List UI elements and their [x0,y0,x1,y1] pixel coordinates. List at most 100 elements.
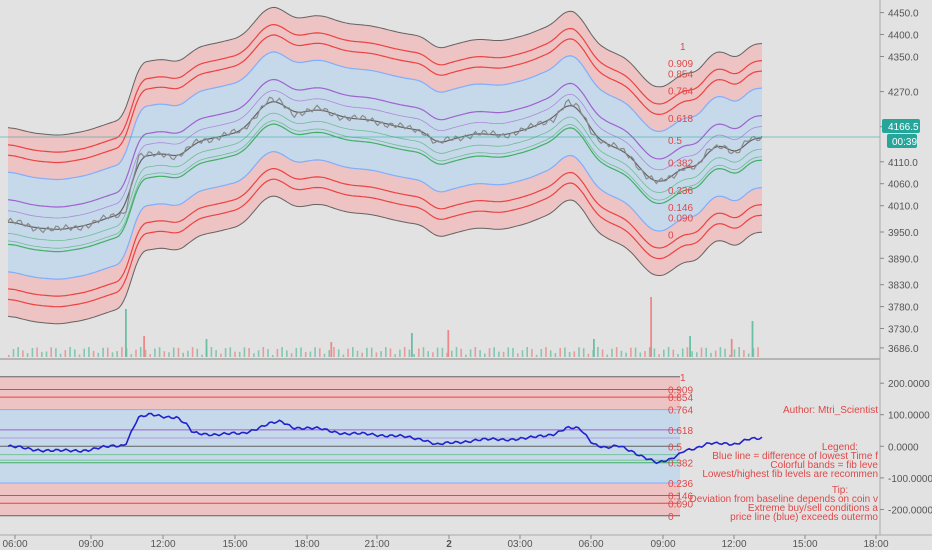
osc-fib-label-0.236: 0.236 [668,479,693,490]
band-lower-red [8,151,762,324]
volume-bar-bg [639,352,642,357]
volume-bar-bg [686,347,689,357]
volume-bar-bg [672,349,675,357]
volume-bar-bg [512,348,514,357]
last-price-tag-bg [882,119,920,133]
volume-bar [447,330,450,357]
volume-bar-bg [88,347,90,357]
fib-subline-1 [7,112,763,242]
volume-bar-bg [714,350,717,357]
volume-bar-bg [74,349,76,357]
fib-line-0.090 [7,178,763,308]
volume-bar-bg [191,347,194,357]
volume-bar-bg [300,347,302,357]
volume-bar-bg [333,347,335,357]
volume-bar-bg [328,350,330,357]
fib-subline-0 [7,89,763,219]
osc-fib-label-0.854: 0.854 [668,393,693,404]
indicator-note: Lowest/highest fib levels are recommen [702,469,878,480]
fib-line-0.382 [7,123,763,253]
volume-bar [751,321,754,357]
volume-bar-bg [441,347,444,357]
volume-bar-bg [309,351,312,357]
volume-bar-bg [342,354,345,357]
osc-fib-label-0.909: 0.909 [668,386,693,397]
volume-bar-bg [22,350,24,357]
volume-bar-bg [238,351,241,357]
fib-label-0.146: 0.146 [668,203,693,214]
volume-bar-bg [432,352,434,357]
osc-fib-label-0.382: 0.382 [668,459,693,470]
volume-bar-bg [719,347,722,357]
fib-line-0.236 [7,150,763,280]
volume-bar-bg [50,347,52,357]
price-axis-label: 3890.0 [888,254,919,265]
osc-fib-label-0.146: 0.146 [668,492,693,503]
volume-bar-bg [356,350,359,357]
price-axis-label: 3830.0 [888,281,919,292]
volume-bar [125,309,127,357]
oscillator-axis[interactable]: 200.0000 100.0000 0.0000 -100.0000 -200.0000 [880,379,932,517]
volume-bar-bg [130,354,133,357]
volume-bar-bg [135,349,137,357]
volume-bar-bg [564,347,566,357]
osc-fib-label-0.5: 0.5 [668,442,682,453]
volume-bar-bg [375,352,378,357]
volume-bar-bg [234,351,236,357]
fib-label-0.090: 0.090 [668,214,693,225]
fib-label-1: 1 [680,42,686,53]
time-axis-label: 18:00 [294,539,319,550]
volume-bar-bg [210,347,213,357]
volume-bar-bg [578,347,580,357]
fib-label-0.618: 0.618 [668,114,693,125]
volume-bar-bg [559,348,561,357]
volume-bar-bg [243,347,246,357]
volume-bar-bg [554,353,557,357]
volume-bar-bg [573,351,576,357]
fib-label-0.382: 0.382 [668,158,693,169]
price-axis[interactable]: 4450.04400.04350.04270.04190.04110.04060… [880,9,919,355]
volume-bar-bg [229,347,232,357]
volume-bar-bg [540,349,543,357]
fib-label-0.909: 0.909 [668,59,693,70]
volume-bar-bg [31,348,34,357]
indicator-note: price line (blue) exceeds outermo [730,512,878,523]
volume-bar-bg [111,352,114,357]
time-axis-label: 06:00 [2,539,27,550]
time-axis[interactable]: 06:00 09:00 12:00 15:00 18:00 21:00 2 03:00 06:0… [2,535,889,550]
volume-bar-bg [380,351,382,357]
last-price-value: 4166.5 [888,122,919,133]
volume-bar-bg [658,354,660,357]
volume-bar-bg [615,347,618,357]
volume-bar-bg [163,351,166,357]
osc-axis-label: 100.0000 [888,411,930,422]
osc-fib-label-0.764: 0.764 [668,406,693,417]
volume-bar-bg [611,348,613,357]
volume-bar-bg [149,354,151,357]
volume-bar-bg [187,350,189,357]
indicator-note: Deviation from baseline depends on coin … [690,494,878,505]
volume-bar-bg [366,347,368,357]
volume-bar-bg [517,353,519,357]
volume-bar-bg [677,354,679,357]
volume-bar-bg [158,347,161,357]
volume-bar [205,339,208,357]
volume-bar-bg [92,350,95,357]
last-price-tag: 4166.5 00:39 [882,119,920,148]
volume-bar-bg [469,349,472,357]
volume-bar-bg [370,347,373,357]
volume-bar [143,336,145,357]
volume-bar-bg [488,348,491,357]
volume-bar-bg [271,355,274,357]
volume-bar-bg [696,352,698,357]
time-axis-label: 06:00 [578,539,603,550]
osc-axis-label: -100.0000 [888,474,932,485]
volume-bar-bg [606,354,609,357]
price-pane[interactable]: 10.9090.8540.7640.6180.50.3820.2360.1460… [0,6,880,357]
time-axis-label: 15:00 [222,539,247,550]
volume-bar-bg [653,348,656,357]
oscillator-pane[interactable]: 10.9090.8540.7640.6180.50.3820.2360.1460… [0,373,878,523]
volume-bar-bg [724,348,726,357]
osc-fib-label-1: 1 [680,373,686,384]
